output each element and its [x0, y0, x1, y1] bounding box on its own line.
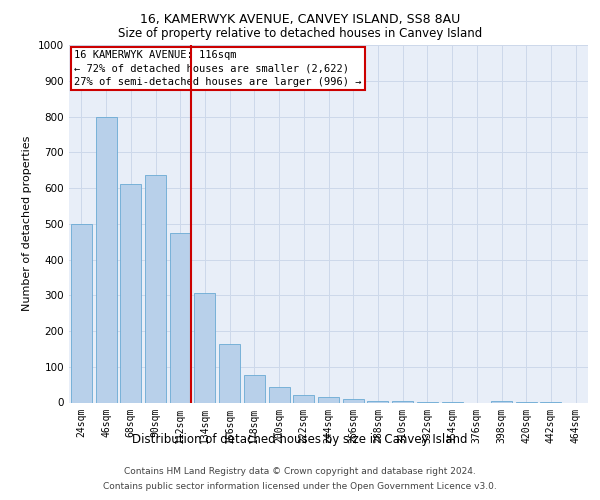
Bar — [491, 400, 512, 402]
Bar — [194, 294, 215, 403]
Text: Distribution of detached houses by size in Canvey Island: Distribution of detached houses by size … — [132, 432, 468, 446]
Text: Contains HM Land Registry data © Crown copyright and database right 2024.: Contains HM Land Registry data © Crown c… — [124, 467, 476, 476]
Bar — [293, 394, 314, 402]
Bar — [367, 400, 388, 402]
Bar — [145, 176, 166, 402]
Text: 16 KAMERWYK AVENUE: 116sqm
← 72% of detached houses are smaller (2,622)
27% of s: 16 KAMERWYK AVENUE: 116sqm ← 72% of deta… — [74, 50, 362, 87]
Bar — [269, 387, 290, 402]
Bar — [95, 116, 116, 403]
Bar — [244, 374, 265, 402]
Bar — [120, 184, 141, 402]
Text: Size of property relative to detached houses in Canvey Island: Size of property relative to detached ho… — [118, 28, 482, 40]
Text: Contains public sector information licensed under the Open Government Licence v3: Contains public sector information licen… — [103, 482, 497, 491]
Bar — [318, 397, 339, 402]
Bar — [343, 399, 364, 402]
Text: 16, KAMERWYK AVENUE, CANVEY ISLAND, SS8 8AU: 16, KAMERWYK AVENUE, CANVEY ISLAND, SS8 … — [140, 12, 460, 26]
Bar — [219, 344, 240, 403]
Y-axis label: Number of detached properties: Number of detached properties — [22, 136, 32, 312]
Bar — [71, 224, 92, 402]
Bar — [170, 232, 191, 402]
